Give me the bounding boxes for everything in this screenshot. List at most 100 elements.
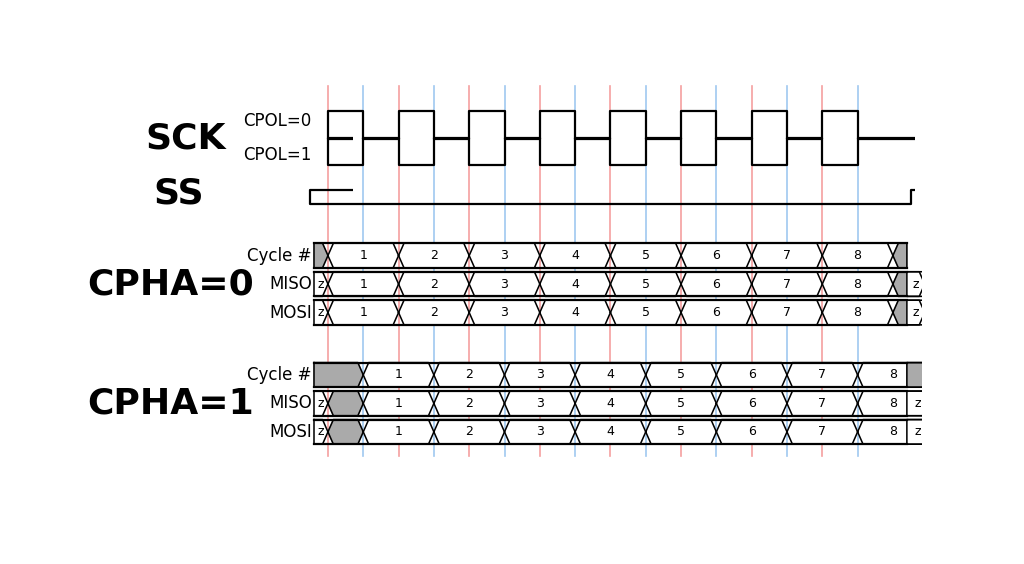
Text: 6: 6	[748, 368, 756, 381]
Text: MOSI: MOSI	[269, 303, 311, 321]
Text: z: z	[912, 306, 919, 319]
Text: z: z	[912, 277, 919, 290]
Polygon shape	[858, 391, 928, 416]
Polygon shape	[328, 272, 398, 296]
Text: MISO: MISO	[269, 275, 311, 293]
Text: 7: 7	[818, 397, 826, 410]
Polygon shape	[505, 391, 575, 416]
Text: 8: 8	[889, 397, 897, 410]
Polygon shape	[364, 391, 434, 416]
Text: SS: SS	[153, 177, 204, 211]
Text: 8: 8	[854, 306, 861, 319]
Polygon shape	[364, 363, 434, 387]
Polygon shape	[575, 420, 646, 444]
Polygon shape	[893, 300, 925, 325]
Text: 4: 4	[606, 397, 614, 410]
Polygon shape	[540, 300, 610, 325]
Polygon shape	[398, 243, 469, 268]
Text: Cycle #: Cycle #	[247, 366, 311, 384]
Text: 2: 2	[465, 425, 473, 438]
Polygon shape	[822, 243, 893, 268]
Text: 1: 1	[359, 249, 368, 262]
Text: 7: 7	[783, 249, 791, 262]
Text: 5: 5	[642, 249, 650, 262]
Polygon shape	[787, 420, 858, 444]
Text: 5: 5	[677, 425, 685, 438]
Text: 3: 3	[501, 306, 509, 319]
Text: 5: 5	[677, 397, 685, 410]
Text: 7: 7	[783, 277, 791, 290]
Polygon shape	[646, 391, 717, 416]
Text: 2: 2	[465, 368, 473, 381]
Text: 4: 4	[606, 368, 614, 381]
Polygon shape	[314, 243, 328, 268]
Text: 4: 4	[606, 425, 614, 438]
Polygon shape	[858, 363, 928, 387]
Text: 6: 6	[748, 425, 756, 438]
Text: 8: 8	[889, 425, 897, 438]
Text: 7: 7	[783, 306, 791, 319]
Polygon shape	[505, 420, 575, 444]
Polygon shape	[398, 300, 469, 325]
Polygon shape	[822, 300, 893, 325]
Polygon shape	[646, 363, 717, 387]
Polygon shape	[787, 363, 858, 387]
Text: MOSI: MOSI	[269, 423, 311, 441]
Polygon shape	[314, 300, 328, 325]
Text: 3: 3	[501, 277, 509, 290]
Text: 2: 2	[430, 277, 438, 290]
Polygon shape	[575, 391, 646, 416]
Polygon shape	[646, 420, 717, 444]
Text: 1: 1	[359, 306, 368, 319]
Text: CPHA=1: CPHA=1	[87, 386, 254, 420]
Polygon shape	[893, 272, 925, 296]
Polygon shape	[434, 420, 505, 444]
Text: 6: 6	[713, 277, 720, 290]
Polygon shape	[681, 300, 752, 325]
Text: z: z	[914, 425, 921, 438]
Text: CPOL=0: CPOL=0	[244, 112, 311, 130]
Text: CPHA=0: CPHA=0	[87, 267, 254, 301]
Polygon shape	[314, 391, 328, 416]
Text: 6: 6	[748, 397, 756, 410]
Polygon shape	[717, 391, 787, 416]
Polygon shape	[398, 272, 469, 296]
Polygon shape	[314, 420, 328, 444]
Text: 5: 5	[642, 306, 650, 319]
Text: CPOL=1: CPOL=1	[244, 147, 311, 165]
Polygon shape	[907, 391, 934, 416]
Text: 3: 3	[536, 397, 544, 410]
Text: 8: 8	[854, 249, 861, 262]
Polygon shape	[893, 243, 907, 268]
Polygon shape	[752, 243, 822, 268]
Text: 5: 5	[677, 368, 685, 381]
Text: 4: 4	[571, 306, 579, 319]
Text: z: z	[317, 277, 325, 290]
Polygon shape	[752, 272, 822, 296]
Text: z: z	[317, 425, 325, 438]
Text: 4: 4	[571, 277, 579, 290]
Polygon shape	[364, 420, 434, 444]
Polygon shape	[610, 300, 681, 325]
Polygon shape	[314, 272, 328, 296]
Text: SCK: SCK	[145, 121, 226, 155]
Text: z: z	[317, 397, 325, 410]
Polygon shape	[752, 300, 822, 325]
Polygon shape	[328, 300, 398, 325]
Polygon shape	[505, 363, 575, 387]
Text: 1: 1	[359, 277, 368, 290]
Polygon shape	[610, 272, 681, 296]
Polygon shape	[787, 391, 858, 416]
Polygon shape	[907, 300, 930, 325]
Polygon shape	[540, 272, 610, 296]
Text: 8: 8	[889, 368, 897, 381]
Polygon shape	[434, 391, 505, 416]
Text: 8: 8	[854, 277, 861, 290]
Text: 2: 2	[430, 306, 438, 319]
Text: 3: 3	[536, 425, 544, 438]
Polygon shape	[469, 300, 540, 325]
Polygon shape	[907, 420, 934, 444]
Polygon shape	[717, 363, 787, 387]
Text: MISO: MISO	[269, 394, 311, 412]
Polygon shape	[822, 272, 893, 296]
